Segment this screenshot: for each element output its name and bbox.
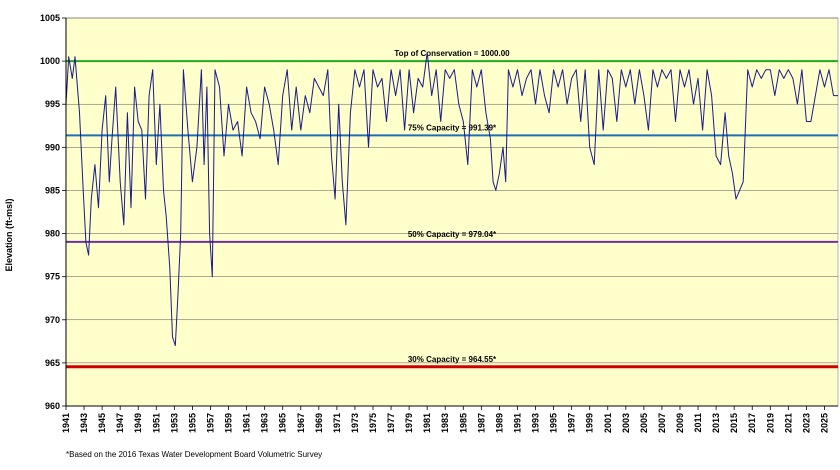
x-tick-label-40: 2021 [783,413,793,433]
reference-label-2: 50% Capacity = 979.04* [408,230,497,239]
x-tick-label-26: 1993 [531,413,541,433]
footnote: *Based on the 2016 Texas Water Developme… [66,450,323,459]
x-tick-label-9: 1959 [224,413,234,433]
x-tick-label-12: 1965 [278,413,288,433]
x-tick-label-13: 1967 [296,413,306,433]
reference-label-3: 30% Capacity = 964.55* [408,355,497,364]
x-tick-label-1: 1943 [79,413,89,433]
x-tick-label-25: 1991 [512,413,522,433]
reference-label-1: 75% Capacity = 991.39* [408,123,497,132]
x-tick-label-23: 1987 [476,413,486,433]
reference-label-0: Top of Conservation = 1000.00 [394,49,510,58]
y-tick-label-9: 1005 [40,13,60,23]
y-tick-label-6: 990 [45,142,60,152]
x-tick-label-20: 1981 [422,413,432,433]
y-axis-title: Elevation (ft-msl) [4,198,14,271]
y-tick-label-0: 960 [45,401,60,411]
x-tick-label-35: 2011 [693,413,703,433]
x-tick-label-2: 1945 [97,413,107,433]
x-tick-label-21: 1983 [440,413,450,433]
x-tick-label-41: 2023 [801,413,811,433]
y-tick-label-7: 995 [45,99,60,109]
reference-lines: Top of Conservation = 1000.00 75% Capacit… [66,49,838,369]
x-axis-ticks: 1941 1943 1945 1947 1949 1951 1953 1955 1957 1959… [61,406,829,433]
x-tick-label-34: 2009 [675,413,685,433]
x-tick-label-19: 1979 [404,413,414,433]
x-tick-label-39: 2019 [765,413,775,433]
x-tick-label-14: 1969 [314,413,324,433]
series-layer [65,52,838,347]
x-tick-label-28: 1997 [567,413,577,433]
x-tick-label-4: 1949 [133,413,143,433]
y-tick-label-4: 980 [45,229,60,239]
x-tick-label-31: 2003 [621,413,631,433]
x-tick-label-18: 1977 [386,413,396,433]
x-tick-label-3: 1947 [115,413,125,433]
x-tick-label-15: 1971 [332,413,342,433]
y-axis-ticks: 960 965 970 975 980 985 990 995 1000 1005 [40,13,66,411]
x-tick-label-22: 1985 [458,413,468,433]
x-tick-label-0: 1941 [61,413,71,433]
plot-area [65,17,839,407]
y-tick-label-8: 1000 [40,56,60,66]
x-tick-label-36: 2013 [711,413,721,433]
series-line-0 [65,52,838,347]
x-tick-label-6: 1953 [169,413,179,433]
x-tick-label-32: 2005 [639,413,649,433]
x-tick-label-38: 2017 [747,413,757,433]
x-tick-label-5: 1951 [151,413,161,433]
x-tick-label-30: 2001 [603,413,613,433]
x-tick-label-33: 2007 [657,413,667,433]
x-tick-label-29: 1999 [585,413,595,433]
x-tick-label-17: 1975 [368,413,378,433]
y-tick-label-2: 970 [45,315,60,325]
x-tick-label-16: 1973 [350,413,360,433]
x-tick-label-37: 2015 [729,413,739,433]
x-tick-label-7: 1955 [187,413,197,433]
x-tick-label-11: 1963 [260,413,270,433]
x-tick-label-10: 1961 [242,413,252,433]
y-tick-label-1: 965 [45,358,60,368]
y-tick-label-3: 975 [45,272,60,282]
x-tick-label-24: 1989 [494,413,504,433]
x-tick-label-42: 2025 [819,413,829,433]
y-tick-label-5: 985 [45,185,60,195]
x-tick-label-27: 1995 [549,413,559,433]
x-tick-label-8: 1957 [205,413,215,433]
